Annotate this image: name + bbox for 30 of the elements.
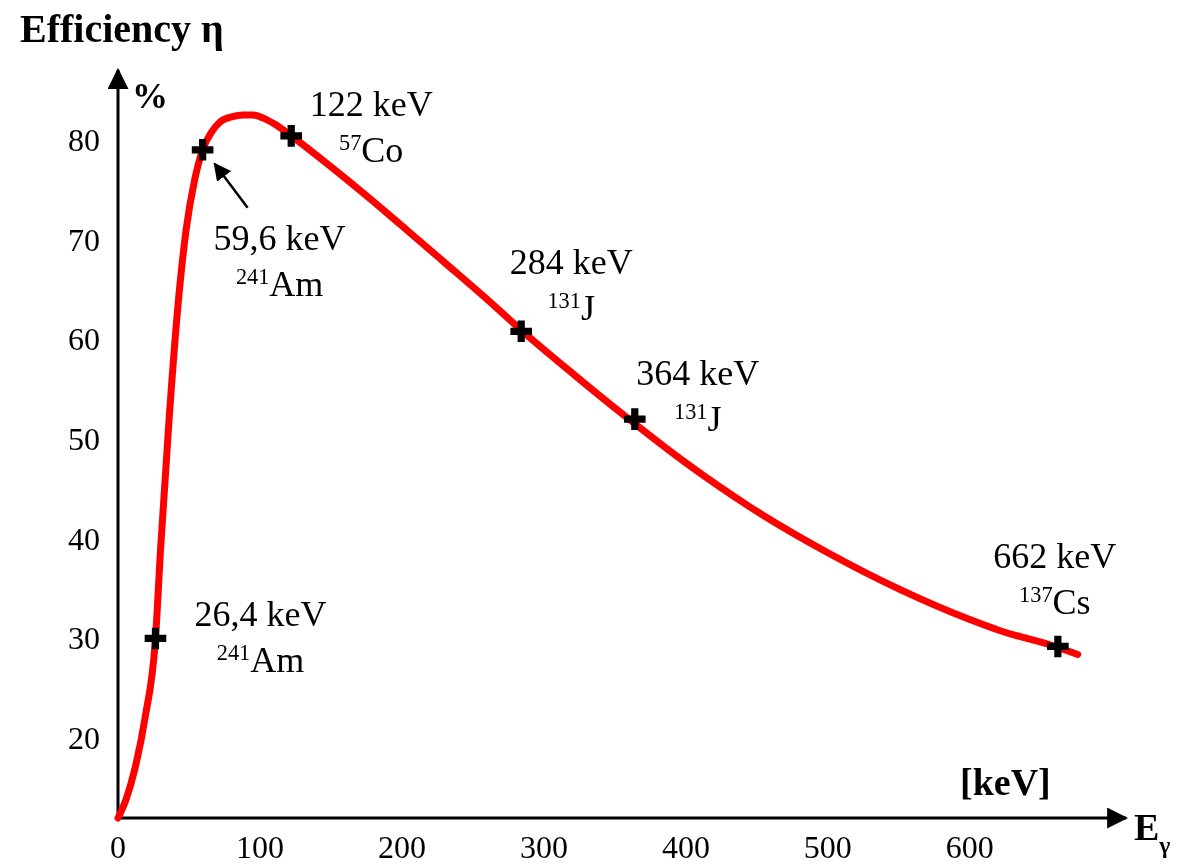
x-tick-label: 400 xyxy=(661,829,710,865)
point xyxy=(280,125,303,147)
y-tick-label: 60 xyxy=(68,321,100,358)
annotation: 364 keV $^{131}$J xyxy=(636,353,760,440)
x-tick-label: 600 xyxy=(945,829,994,865)
point xyxy=(191,138,214,161)
point xyxy=(144,627,167,650)
point xyxy=(1047,635,1069,658)
annotation: 662 keV $^{137}$Cs xyxy=(993,536,1117,623)
y-tick-label: 80 xyxy=(68,121,100,158)
x-tick-label: 100 xyxy=(235,829,284,865)
annotation: 26,4 keV $^{241}$Am xyxy=(194,594,327,681)
y-tick-label: 40 xyxy=(68,520,100,557)
annotation: 59,6 keV $^{241}$Am xyxy=(213,217,346,304)
point xyxy=(623,408,646,430)
x-axis-title: E$_{γ}$ xyxy=(1134,806,1171,858)
y-axis-title: % xyxy=(132,76,168,116)
y-tick-label: 70 xyxy=(68,221,100,258)
y-tick-label: 30 xyxy=(68,620,100,657)
point xyxy=(510,320,533,343)
x-tick-label: 200 xyxy=(377,829,426,865)
annotation: 284 keV $^{131}$J xyxy=(509,242,633,329)
annotation: 122 keV $^{57}$Co xyxy=(309,83,433,170)
x-tick-label: 300 xyxy=(519,829,568,865)
y-tick-label: 20 xyxy=(68,720,100,757)
chart-title: Efficiency η xyxy=(20,6,224,51)
y-tick-label: 50 xyxy=(68,421,100,458)
annotation: [keV] xyxy=(960,761,1051,803)
x-tick-label: 0 xyxy=(110,829,126,865)
x-tick-label: 500 xyxy=(803,829,852,865)
